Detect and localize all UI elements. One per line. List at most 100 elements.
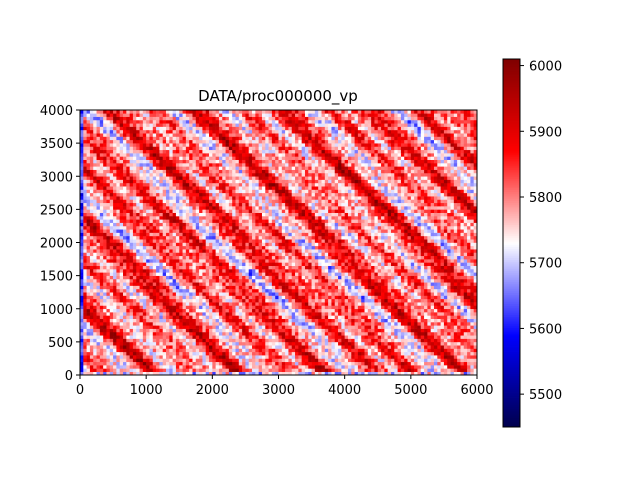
heatmap-cell [374,348,379,353]
heatmap-cell [473,308,478,313]
heatmap-cell [334,278,339,283]
heatmap-cell [169,278,173,283]
heatmap-cell [377,288,382,293]
heatmap-cell [453,341,458,346]
heatmap-cell [308,259,312,263]
heatmap-cell [205,368,210,372]
heatmap-cell [83,361,87,366]
heatmap-cell [83,239,87,243]
heatmap-cell [361,275,365,280]
heatmap-cell [209,259,213,263]
heatmap-cell [311,262,316,266]
heatmap-cell [374,245,379,250]
heatmap-cell [261,245,266,250]
heatmap-cell [93,338,97,343]
heatmap-cell [311,331,316,336]
heatmap-cell [93,335,97,339]
heatmap-cell [80,322,84,326]
heatmap-cell [209,245,213,250]
heatmap-cell [467,282,471,286]
heatmap-cell [291,368,296,372]
heatmap-cell [195,315,200,319]
heatmap-cell [447,338,451,343]
heatmap-cell [106,371,111,376]
heatmap-cell [407,262,412,266]
heatmap-cell [338,245,342,250]
heatmap-cell [215,285,220,290]
heatmap-cell [116,331,120,336]
heatmap-cell [347,328,352,333]
heatmap-cell [139,249,144,253]
heatmap-cell [86,348,91,353]
heatmap-cell [371,265,375,270]
heatmap-cell [400,338,405,343]
heatmap-cell [430,295,435,300]
heatmap-cell [123,252,127,257]
heatmap-cell [354,288,359,293]
heatmap-cell [371,358,375,363]
heatmap-cell [397,302,402,306]
heatmap-cell [377,348,382,353]
heatmap-cell [410,312,415,316]
heatmap-cell [301,255,306,260]
heatmap-cell [222,312,226,316]
heatmap-cell [255,282,259,286]
heatmap-cell [238,255,243,260]
heatmap-cell [424,259,428,263]
heatmap-cell [103,368,107,372]
heatmap-cell [142,302,147,306]
heatmap-cell [338,285,342,290]
heatmap-cell [205,272,210,276]
heatmap-cell [136,371,140,376]
heatmap-cell [318,315,322,319]
heatmap-cell [347,365,352,369]
heatmap-cell [367,282,372,286]
heatmap-cell [420,331,425,336]
heatmap-cell [285,345,289,349]
heatmap-cell [390,305,395,310]
heatmap-cell [367,288,372,293]
heatmap-cell [99,265,104,270]
heatmap-cell [453,328,458,333]
heatmap-cell [437,298,441,303]
heatmap-cell [129,242,134,247]
heatmap-cell [248,235,253,240]
heatmap-cell [152,361,157,366]
heatmap-cell [470,361,474,366]
heatmap-cell [433,331,438,336]
heatmap-cell [407,239,412,243]
heatmap-cell [268,242,273,247]
heatmap-cell [324,295,329,300]
heatmap-cell [169,298,173,303]
heatmap-cell [314,328,319,333]
heatmap-cell [185,235,190,240]
heatmap-cell [109,262,114,266]
heatmap-cell [321,255,326,260]
heatmap-cell [347,292,352,296]
heatmap-cell [400,355,405,359]
heatmap-cell [245,315,250,319]
heatmap-cell [123,255,127,260]
heatmap-cell [99,312,104,316]
heatmap-cell [400,272,405,276]
heatmap-cell [361,318,365,323]
heatmap-cell [387,292,392,296]
heatmap-cell [248,312,253,316]
heatmap-cell [314,308,319,313]
heatmap-cell [351,288,355,293]
heatmap-cell [225,335,230,339]
heatmap-cell [331,331,336,336]
heatmap-cell [311,259,316,263]
heatmap-cell [390,249,395,253]
heatmap-cell [209,282,213,286]
heatmap-cell [361,345,365,349]
heatmap-cell [89,361,94,366]
heatmap-cell [308,255,312,260]
heatmap-cell [83,345,87,349]
heatmap-cell [175,249,180,253]
heatmap-cell [288,282,293,286]
heatmap-cell [367,245,372,250]
heatmap-cell [433,292,438,296]
heatmap-cell [295,255,299,260]
heatmap-cell [453,259,458,263]
